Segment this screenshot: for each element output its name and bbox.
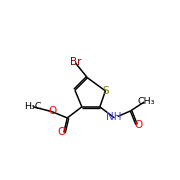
Text: O: O — [134, 120, 143, 130]
Text: H₃C: H₃C — [24, 102, 41, 111]
Text: CH₃: CH₃ — [138, 97, 155, 106]
Text: NH: NH — [106, 112, 122, 122]
Text: O: O — [49, 106, 57, 116]
Text: Br: Br — [70, 57, 81, 67]
Text: S: S — [103, 86, 109, 96]
Text: O: O — [58, 127, 66, 137]
